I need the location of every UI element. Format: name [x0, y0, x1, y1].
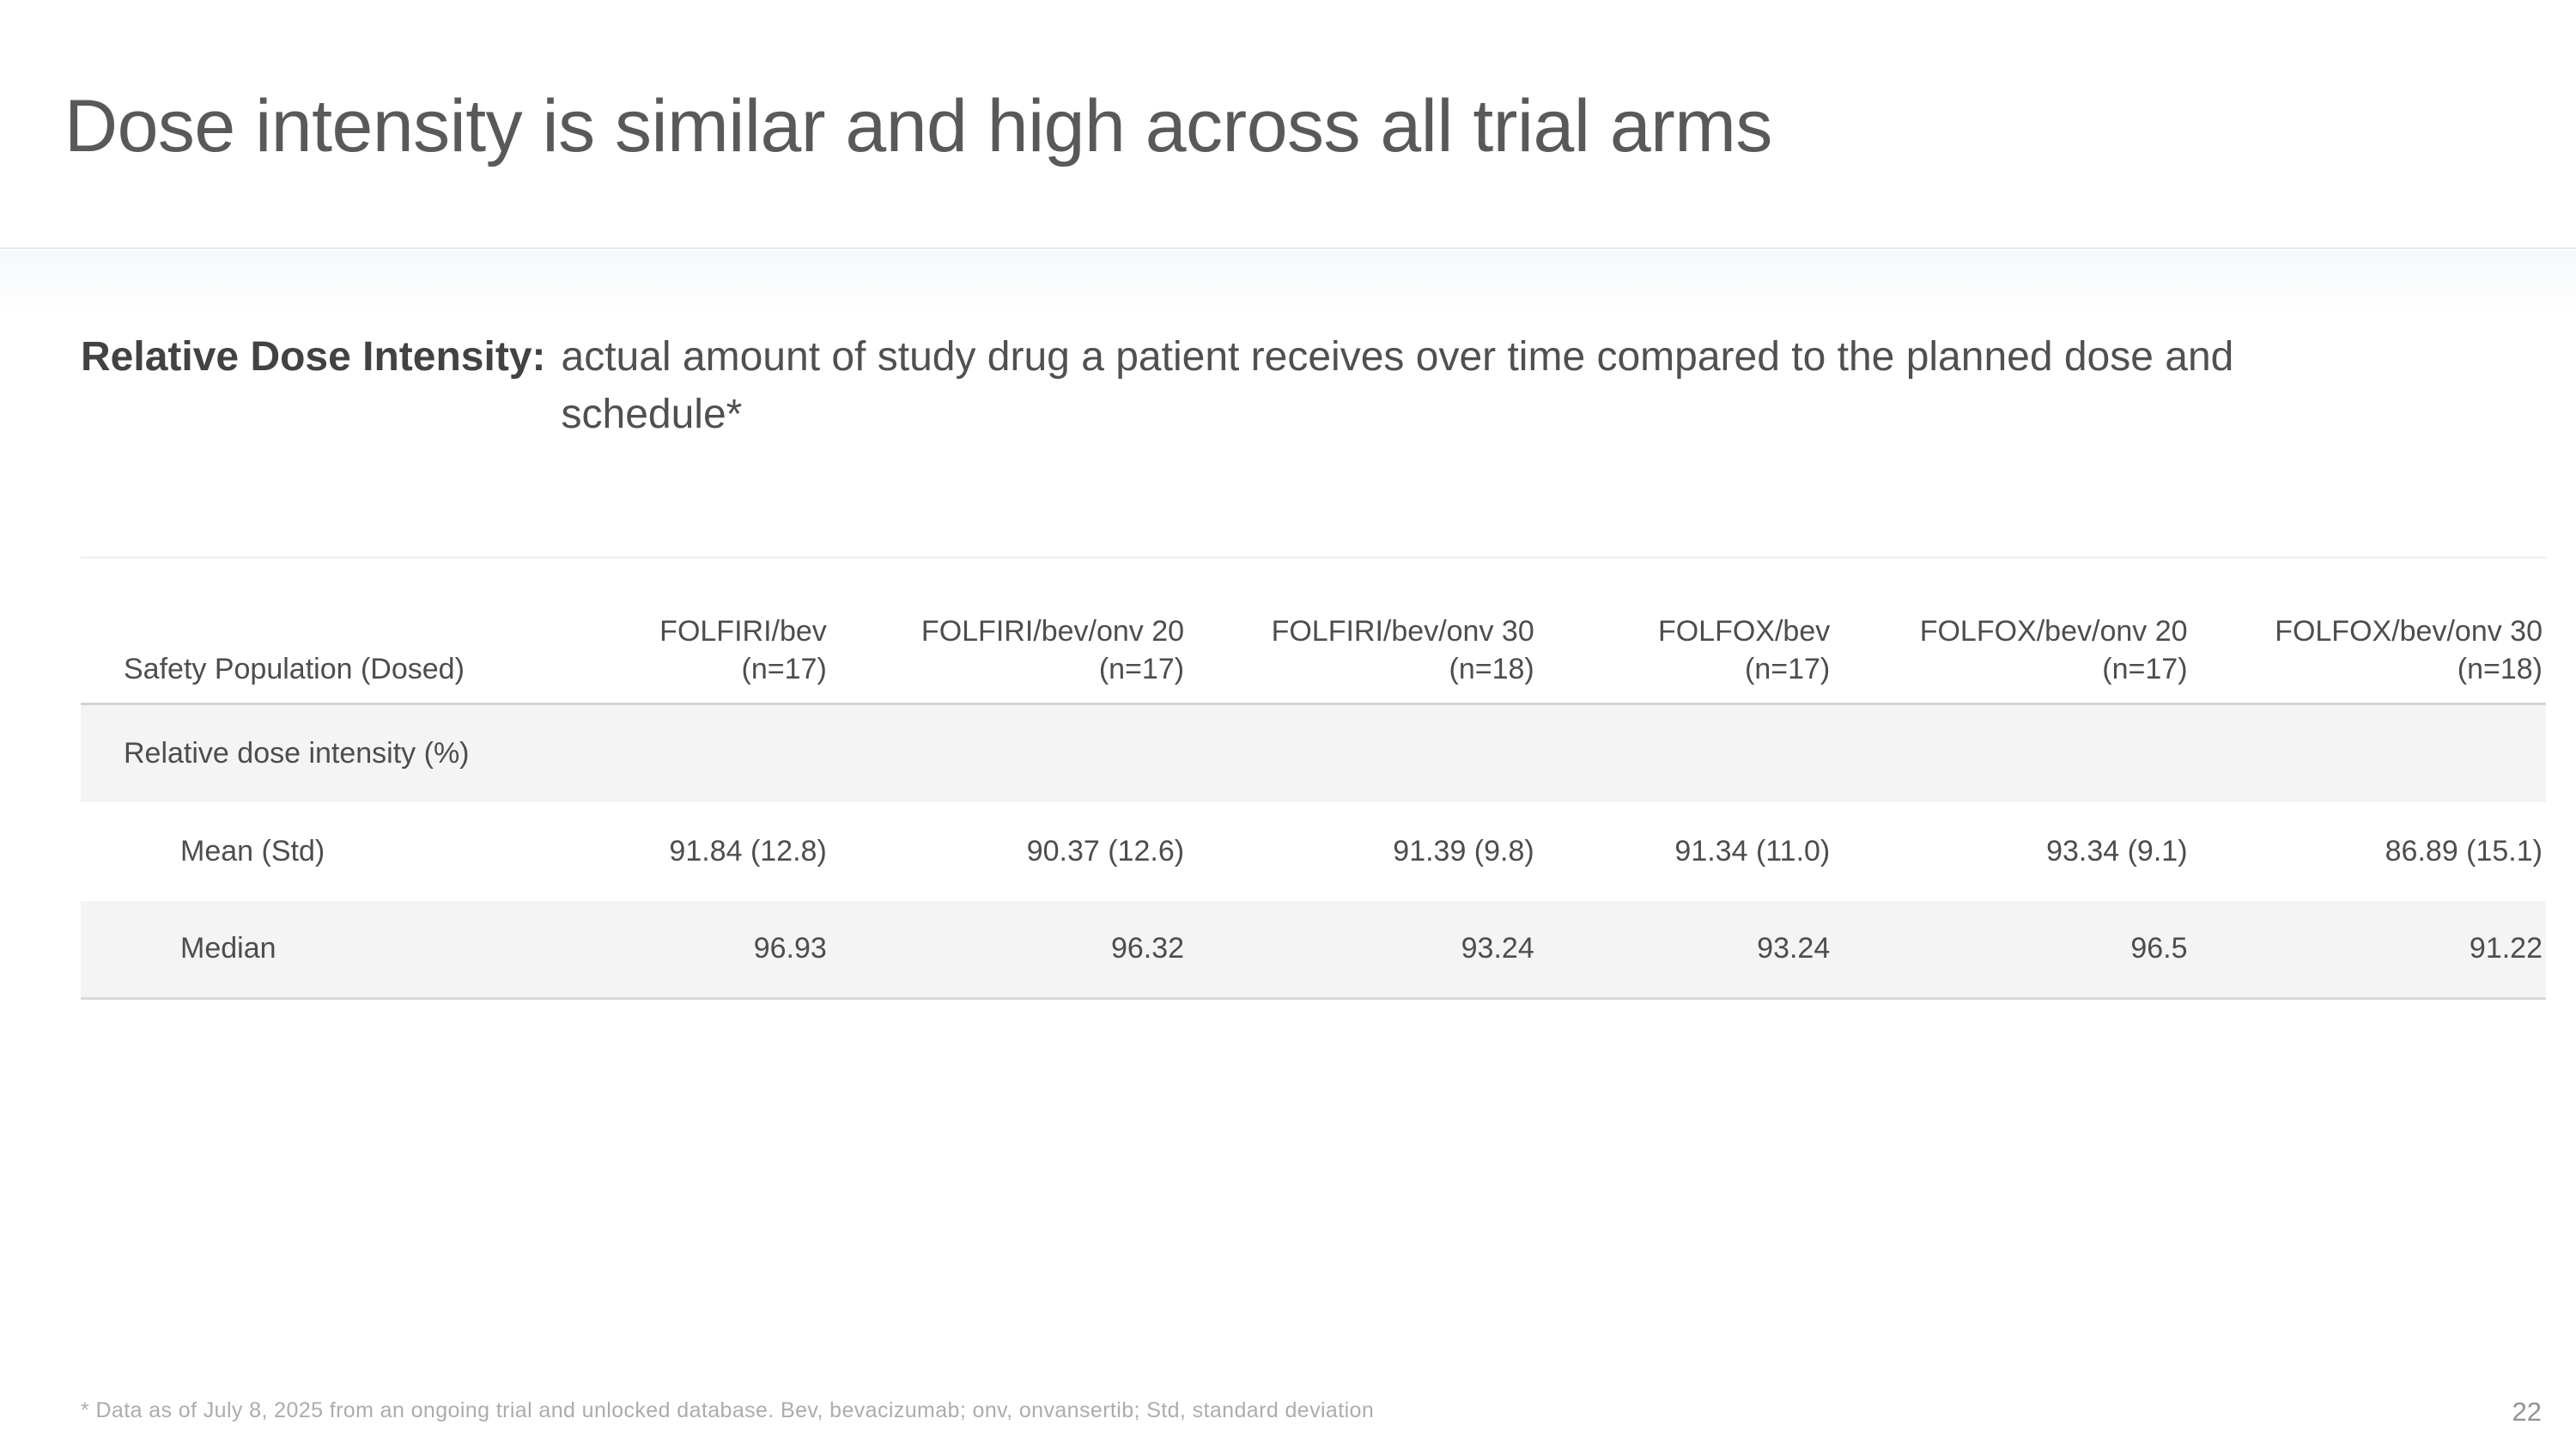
- cell-median-arm-6: 91.22: [2469, 932, 2543, 965]
- column-header-arm-4: FOLFOX/bev (n=17): [1538, 557, 1834, 703]
- column-header-arm-1: FOLFIRI/bev (n=17): [562, 557, 830, 703]
- row-label: Median: [180, 932, 276, 965]
- cell-mean-arm-2: 90.37 (12.6): [1026, 835, 1185, 868]
- page-number: 22: [2512, 1397, 2542, 1427]
- column-header-arm-6: FOLFOX/bev/onv 30 (n=18): [2191, 557, 2546, 703]
- definition-text: actual amount of study drug a patient re…: [561, 334, 2234, 438]
- cell-median-arm-5: 96.5: [2130, 932, 2188, 965]
- cell-mean-arm-5: 93.34 (9.1): [2046, 835, 2188, 868]
- arm-name: FOLFOX/bev/onv 20: [1919, 615, 2188, 648]
- column-header-arm-5: FOLFOX/bev/onv 20 (n=17): [1833, 557, 2190, 703]
- table-row-median: Median 96.93 96.32 93.24 93.24 96.5 91.2…: [81, 901, 2546, 998]
- title-band: Dose intensity is similar and high acros…: [0, 0, 2576, 249]
- row-label: Mean (Std): [180, 835, 325, 868]
- cell-median-arm-2: 96.32: [1110, 932, 1185, 965]
- definition-term: Relative Dose Intensity:: [81, 334, 546, 380]
- arm-n: (n=18): [2457, 653, 2543, 686]
- subheader-band: [0, 251, 2576, 318]
- arm-name: FOLFOX/bev: [1657, 615, 1831, 648]
- footnote: * Data as of July 8, 2025 from an ongoin…: [81, 1398, 1375, 1422]
- column-header-population: Safety Population (Dosed): [124, 653, 465, 686]
- arm-n: (n=17): [1098, 653, 1185, 686]
- arm-name: FOLFIRI/bev: [659, 615, 827, 648]
- arm-n: (n=17): [1745, 653, 1831, 686]
- dose-intensity-table-wrap: Safety Population (Dosed) FOLFIRI/bev (n…: [81, 557, 2546, 1000]
- cell-mean-arm-3: 91.39 (9.8): [1393, 835, 1534, 868]
- dose-intensity-table: Safety Population (Dosed) FOLFIRI/bev (n…: [81, 557, 2546, 1000]
- cell-median-arm-1: 96.93: [753, 932, 827, 965]
- page-title: Dose intensity is similar and high acros…: [64, 85, 1772, 167]
- cell-mean-arm-6: 86.89 (15.1): [2385, 835, 2543, 868]
- arm-n: (n=17): [741, 653, 827, 686]
- cell-median-arm-4: 93.24: [1757, 932, 1831, 965]
- table-section-row: Relative dose intensity (%): [81, 703, 2546, 802]
- arm-name: FOLFIRI/bev/onv 20: [920, 615, 1185, 648]
- section-label: Relative dose intensity (%): [81, 703, 2546, 802]
- table-header-row: Safety Population (Dosed) FOLFIRI/bev (n…: [81, 557, 2546, 703]
- column-header-arm-2: FOLFIRI/bev/onv 20 (n=17): [830, 557, 1188, 703]
- cell-mean-arm-1: 91.84 (12.8): [669, 835, 827, 868]
- table-row-mean: Mean (Std) 91.84 (12.8) 90.37 (12.6) 91.…: [81, 802, 2546, 901]
- arm-name: FOLFIRI/bev/onv 30: [1271, 615, 1534, 648]
- arm-n: (n=17): [2102, 653, 2188, 686]
- arm-name: FOLFOX/bev/onv 30: [2275, 615, 2543, 648]
- column-header-arm-3: FOLFIRI/bev/onv 30 (n=18): [1188, 557, 1538, 703]
- arm-n: (n=18): [1449, 653, 1534, 686]
- definition-block: Relative Dose Intensity: actual amount o…: [81, 328, 2473, 443]
- cell-mean-arm-4: 91.34 (11.0): [1674, 835, 1831, 868]
- cell-median-arm-3: 93.24: [1461, 932, 1534, 965]
